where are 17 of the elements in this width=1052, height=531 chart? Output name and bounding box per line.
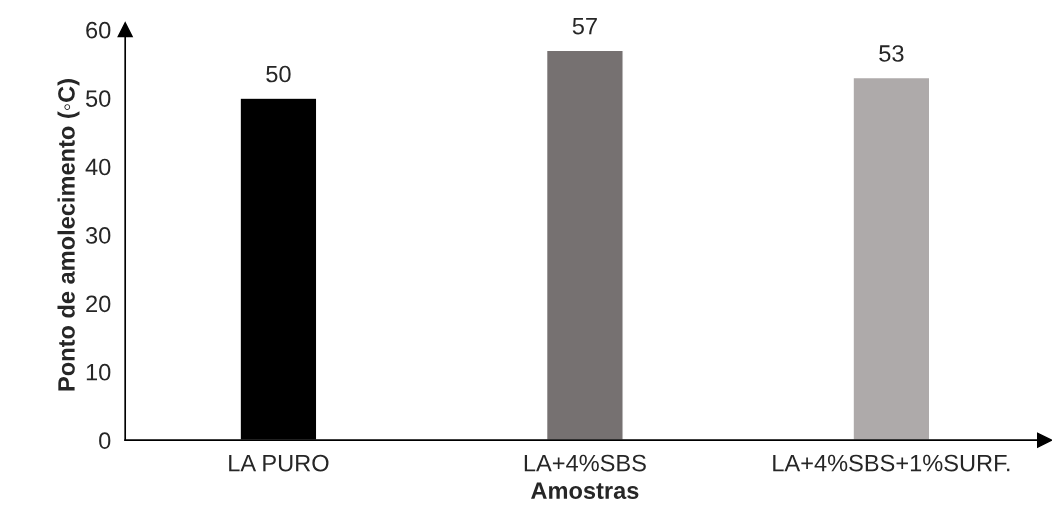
x-tick-label: LA+4%SBS: [524, 454, 646, 472]
y-tick-label: 10: [86, 363, 111, 381]
y-tick-label: 40: [85, 158, 111, 176]
bar: [852, 76, 931, 441]
x-tick-label: LA+4%SBS+1%SURF.: [773, 454, 1010, 472]
data-label: 53: [879, 45, 904, 62]
data-label: 57: [572, 18, 597, 35]
y-tick-label: 20: [86, 295, 111, 313]
y-axis-title: Ponto de amolecimento (◦C): [57, 79, 80, 391]
y-tick-label: 50: [85, 90, 111, 107]
y-tick-label: 60: [86, 21, 111, 39]
y-tick-label: 0: [99, 432, 111, 449]
x-axis-title: Amostras: [531, 482, 639, 499]
x-tick-label: LA PURO: [229, 454, 329, 472]
data-label: 50: [266, 65, 291, 83]
bar: [545, 49, 624, 441]
y-tick-label: 30: [85, 227, 111, 244]
